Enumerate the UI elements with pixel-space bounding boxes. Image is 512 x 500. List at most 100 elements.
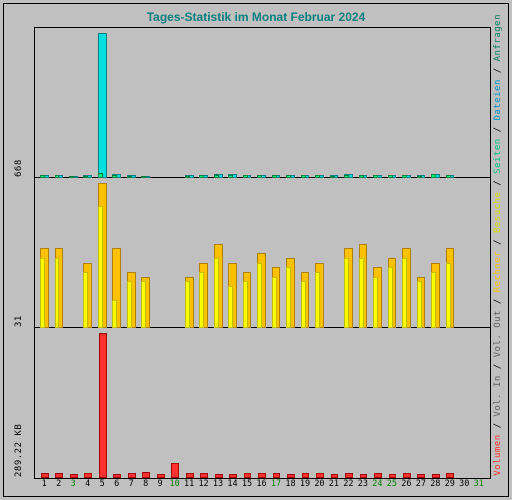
x-tick: 15 (240, 479, 254, 493)
bar-slot (444, 30, 458, 178)
x-tick: 22 (341, 479, 355, 493)
bar (141, 176, 146, 178)
bar (55, 258, 60, 328)
bar (243, 281, 248, 328)
bar-slot (81, 180, 95, 328)
bar-slot (415, 180, 429, 328)
x-tick: 21 (327, 479, 341, 493)
bar-slot (342, 30, 356, 178)
bar (431, 174, 436, 178)
bar-slot (357, 30, 371, 178)
bar (302, 473, 310, 478)
bar (344, 258, 349, 328)
bar-slot (212, 330, 226, 478)
bar-slot (400, 180, 414, 328)
bar-slot (386, 330, 400, 478)
bar-slot (255, 30, 269, 178)
bar-slot (458, 330, 472, 478)
bar (98, 173, 103, 178)
bar-slot (429, 30, 443, 178)
x-tick: 8 (138, 479, 152, 493)
bar-slot (125, 330, 139, 478)
bar-slot (154, 330, 168, 478)
bar-slot (110, 180, 124, 328)
y-label-panel1: 668 (14, 27, 24, 177)
bar (389, 474, 397, 478)
bar (331, 474, 339, 478)
bar-slot (38, 330, 52, 478)
bar-slot (270, 330, 284, 478)
bar-slot (473, 180, 487, 328)
legend: Volumen / Vol. In / Vol. Out / Rechner /… (493, 14, 503, 476)
bar-slot (458, 180, 472, 328)
x-tick: 23 (356, 479, 370, 493)
bar-slot (255, 330, 269, 478)
bar (128, 473, 136, 478)
bar-slot (52, 30, 66, 178)
bar (330, 176, 335, 178)
bar-slot (67, 180, 81, 328)
bar (301, 281, 306, 328)
bar-slot (67, 330, 81, 478)
bar-slot (168, 180, 182, 328)
x-tick: 29 (443, 479, 457, 493)
bar-slot (444, 180, 458, 328)
bar-slot (371, 30, 385, 178)
bar (215, 474, 223, 478)
bar (112, 300, 117, 328)
bar-slot (197, 330, 211, 478)
y-label-panel2: 31 (14, 177, 24, 327)
bar-slot (241, 180, 255, 328)
bar-slot (125, 180, 139, 328)
bar-slot (183, 30, 197, 178)
x-tick: 18 (283, 479, 297, 493)
bar (257, 175, 262, 178)
bar-slot (342, 330, 356, 478)
panel-hits (34, 27, 491, 179)
panel-volume (34, 327, 491, 479)
bar (273, 473, 281, 478)
x-tick: 11 (182, 479, 196, 493)
bar-slot (429, 180, 443, 328)
legend-sep: / (493, 174, 503, 192)
bar-slot (81, 330, 95, 478)
bar (359, 175, 364, 178)
bar-slot (67, 30, 81, 178)
bar (359, 258, 364, 328)
legend-sep: / (493, 417, 503, 435)
bar (199, 175, 204, 178)
bar-slot (168, 30, 182, 178)
bar-slot (168, 330, 182, 478)
bar (373, 175, 378, 178)
bar-slot (473, 330, 487, 478)
bar-slot (415, 330, 429, 478)
x-tick: 26 (399, 479, 413, 493)
bar (214, 175, 219, 178)
legend-sep: / (493, 358, 503, 376)
bar (98, 206, 103, 328)
bar (142, 472, 150, 478)
bar (244, 473, 252, 478)
bar-slot (154, 180, 168, 328)
bar-slot (299, 330, 313, 478)
bar-slot (52, 330, 66, 478)
bar-slot (415, 30, 429, 178)
bar (229, 474, 237, 478)
bar-slot (284, 180, 298, 328)
bar-slot (96, 180, 110, 328)
bar (388, 175, 393, 178)
bar (55, 175, 60, 178)
x-tick: 17 (269, 479, 283, 493)
bar-slot (371, 330, 385, 478)
bar-slot (197, 30, 211, 178)
legend-item: Volumen (493, 435, 503, 476)
x-tick: 20 (312, 479, 326, 493)
bar (257, 263, 262, 329)
legend-sep: / (493, 121, 503, 139)
x-tick: 3 (66, 479, 80, 493)
x-tick: 24 (370, 479, 384, 493)
bar (286, 267, 291, 328)
bar-slot (429, 330, 443, 478)
legend-item: Vol. In (493, 375, 503, 416)
bar (186, 473, 194, 478)
